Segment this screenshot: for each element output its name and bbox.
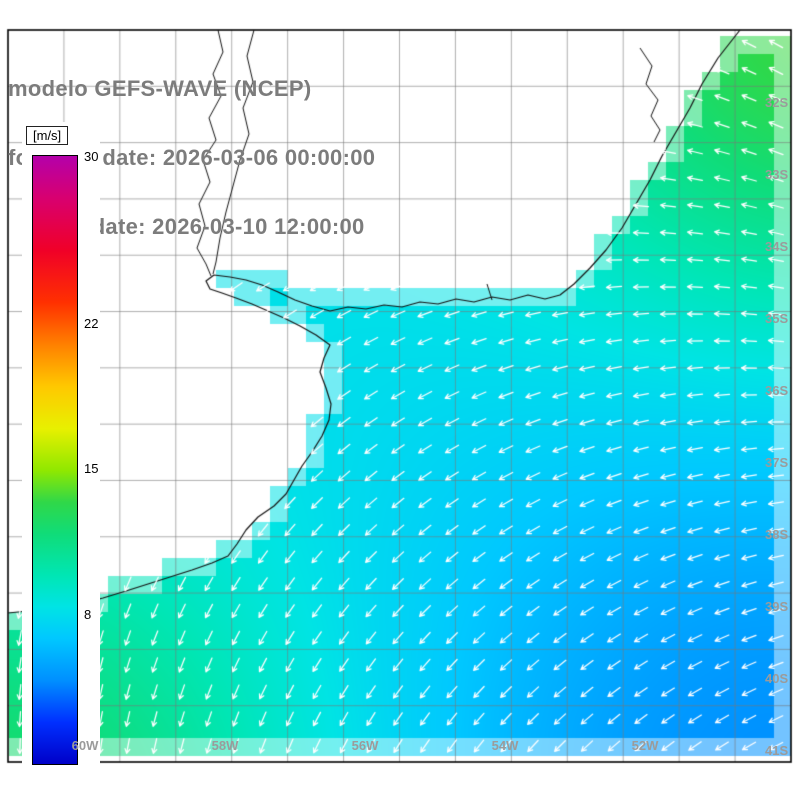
colorbar-tick-label: 30 bbox=[84, 149, 99, 164]
longitude-label: 52W bbox=[631, 738, 659, 753]
latitude-label: 37S bbox=[765, 455, 789, 470]
model-title: modelo GEFS-WAVE (NCEP) bbox=[8, 76, 312, 101]
colorbar-tick-label: 8 bbox=[84, 607, 92, 623]
latitude-label: 38S bbox=[765, 527, 789, 542]
latitude-label: 34S bbox=[765, 239, 789, 254]
latitude-label: 36S bbox=[765, 383, 789, 398]
latitude-label: 35S bbox=[765, 311, 789, 326]
latitude-label: 41S bbox=[765, 743, 789, 758]
longitude-label: 60W bbox=[71, 738, 99, 753]
colorbar-unit-label: [m/s] bbox=[26, 126, 69, 145]
latitude-label: 39S bbox=[765, 599, 789, 614]
longitude-label: 54W bbox=[491, 738, 519, 753]
latitude-label: 33S bbox=[765, 167, 789, 182]
colorbar-panel: [m/s] bbox=[22, 122, 100, 776]
latitude-label: 32S bbox=[765, 95, 789, 110]
colorbar-tick-label: 22 bbox=[84, 315, 99, 331]
map-header: modelo GEFS-WAVE (NCEP) forecast date: 2… bbox=[8, 31, 375, 284]
colorbar-tick-label: 15 bbox=[84, 461, 99, 477]
latitude-label: 40S bbox=[765, 671, 789, 686]
colorbar-gradient bbox=[32, 155, 78, 765]
longitude-label: 56W bbox=[351, 738, 379, 753]
longitude-label: 58W bbox=[211, 738, 239, 753]
